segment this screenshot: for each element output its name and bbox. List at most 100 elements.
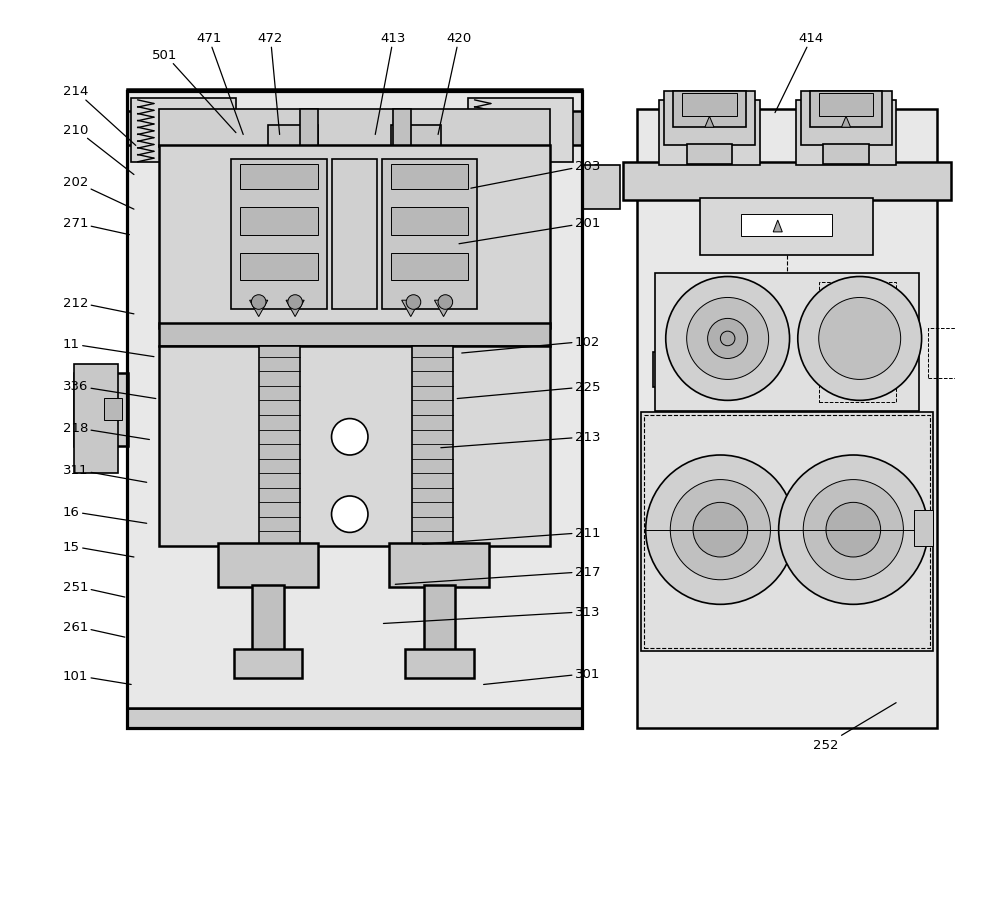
Polygon shape [250, 301, 268, 317]
Text: 420: 420 [438, 33, 472, 136]
Polygon shape [773, 220, 782, 232]
Circle shape [693, 503, 748, 558]
Text: 201: 201 [459, 217, 600, 244]
Text: 212: 212 [63, 296, 134, 314]
Bar [405, 650, 474, 679]
Bar [159, 147, 550, 328]
Bar [127, 92, 582, 729]
Bar [393, 110, 411, 148]
Text: 271: 271 [63, 217, 129, 235]
Bar [796, 101, 896, 166]
Bar [231, 159, 327, 310]
Bar [659, 101, 760, 166]
Bar [823, 145, 869, 164]
Bar [819, 95, 873, 118]
Polygon shape [841, 118, 851, 128]
Polygon shape [661, 370, 670, 377]
Bar [240, 253, 318, 281]
Bar [240, 164, 318, 189]
Bar [259, 346, 300, 547]
Bar [664, 92, 755, 147]
Circle shape [438, 295, 453, 310]
Text: 102: 102 [462, 335, 600, 353]
Polygon shape [286, 301, 304, 317]
Text: 203: 203 [471, 159, 600, 189]
Polygon shape [402, 301, 420, 317]
Text: 251: 251 [63, 580, 125, 598]
Circle shape [687, 298, 769, 380]
Circle shape [406, 295, 421, 310]
Text: 501: 501 [152, 49, 236, 134]
Circle shape [666, 277, 790, 401]
Bar [810, 92, 882, 128]
Bar [234, 650, 302, 679]
Text: 202: 202 [63, 176, 134, 210]
Text: 210: 210 [63, 123, 134, 175]
Bar [424, 586, 455, 651]
Circle shape [803, 480, 903, 580]
Bar [687, 145, 732, 164]
Circle shape [670, 480, 770, 580]
Circle shape [720, 332, 735, 346]
Text: 211: 211 [423, 527, 600, 545]
Circle shape [708, 319, 748, 359]
Text: 261: 261 [63, 620, 125, 638]
Polygon shape [434, 301, 453, 317]
Circle shape [251, 295, 266, 310]
Bar [391, 208, 468, 235]
Circle shape [819, 298, 901, 380]
Circle shape [798, 277, 922, 401]
Bar [412, 346, 453, 547]
Bar [240, 208, 318, 235]
Bar [682, 95, 737, 118]
Text: 213: 213 [441, 431, 600, 448]
Bar [391, 164, 468, 189]
Bar [673, 92, 746, 128]
Bar [159, 110, 550, 148]
Polygon shape [705, 118, 714, 128]
Text: 301: 301 [484, 668, 600, 685]
Bar [641, 413, 933, 651]
Bar [332, 159, 377, 310]
Bar [653, 353, 688, 387]
Circle shape [385, 152, 414, 180]
Bar [644, 415, 930, 649]
Text: 16: 16 [63, 506, 147, 524]
Bar [74, 374, 128, 446]
Bar [655, 273, 919, 412]
Bar [127, 709, 582, 729]
Bar [801, 92, 892, 147]
Bar [914, 510, 933, 547]
Bar [74, 364, 118, 474]
Text: 101: 101 [63, 670, 131, 685]
Bar [127, 90, 582, 709]
Bar [928, 328, 960, 378]
Bar [131, 99, 236, 162]
Text: 218: 218 [63, 422, 149, 440]
Bar [159, 323, 550, 346]
Bar [582, 166, 620, 210]
Bar [268, 127, 318, 154]
Bar [104, 398, 122, 421]
Text: 252: 252 [813, 703, 896, 752]
Circle shape [779, 456, 928, 605]
Bar [218, 544, 318, 588]
Bar [391, 253, 468, 281]
Text: 336: 336 [63, 380, 156, 399]
Bar [389, 544, 489, 588]
Bar [391, 127, 441, 154]
Bar [819, 282, 896, 403]
Text: 471: 471 [196, 33, 243, 136]
Bar [468, 99, 573, 162]
Text: 214: 214 [63, 85, 136, 147]
Text: 313: 313 [383, 606, 600, 624]
Bar [382, 159, 477, 310]
Text: 413: 413 [375, 33, 406, 136]
Bar [127, 112, 582, 147]
Bar [159, 346, 550, 547]
Circle shape [646, 456, 795, 605]
Bar [741, 214, 832, 237]
Text: 311: 311 [63, 464, 147, 483]
Circle shape [332, 419, 368, 456]
Text: 15: 15 [63, 540, 134, 558]
